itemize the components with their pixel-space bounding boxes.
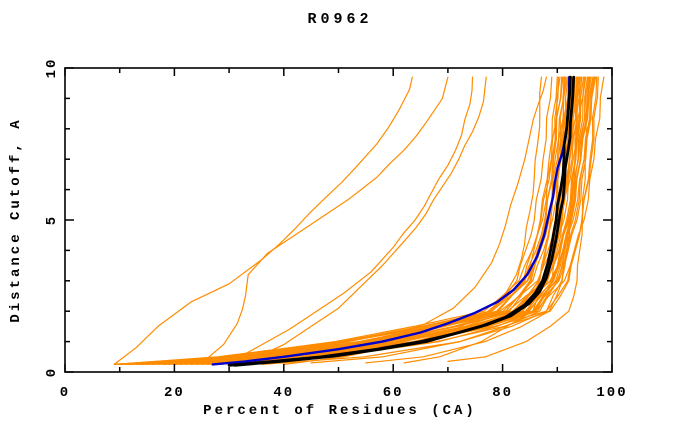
- best-curve: [227, 75, 572, 367]
- model-curve: [113, 76, 413, 365]
- x-tick-label: 80: [492, 385, 513, 401]
- x-tick-label: 40: [273, 385, 294, 401]
- chart-title: R0962: [307, 11, 373, 28]
- y-tick-label: 10: [44, 58, 60, 79]
- x-tick-label: 100: [596, 385, 627, 401]
- model-curve: [190, 76, 565, 365]
- model-curve: [228, 76, 474, 364]
- x-axis-label: Percent of Residues (CA): [203, 403, 477, 419]
- model-curve: [201, 76, 449, 364]
- model-curve: [201, 76, 570, 365]
- x-tick-label: 0: [60, 385, 70, 401]
- model-curve: [206, 76, 587, 365]
- model-curve: [337, 76, 543, 358]
- best-curve: [233, 75, 576, 367]
- model-curve: [113, 76, 548, 365]
- model-curve: [195, 76, 585, 365]
- model-curve: [173, 76, 598, 365]
- model-curve: [119, 76, 578, 365]
- plot-border: [64, 67, 613, 373]
- y-tick-label: 0: [44, 367, 60, 377]
- model-curve: [151, 76, 596, 365]
- model-curve: [365, 76, 580, 364]
- model-curve: [310, 76, 578, 364]
- model-curve: [447, 76, 589, 362]
- model-curve: [228, 76, 595, 365]
- model-curve: [162, 76, 590, 365]
- x-tick-label: 20: [164, 385, 185, 401]
- model-curve: [113, 76, 586, 365]
- y-tick-label: 5: [44, 215, 60, 225]
- x-tick-label: 60: [383, 385, 404, 401]
- model-curve: [217, 76, 576, 365]
- model-curve: [250, 76, 487, 361]
